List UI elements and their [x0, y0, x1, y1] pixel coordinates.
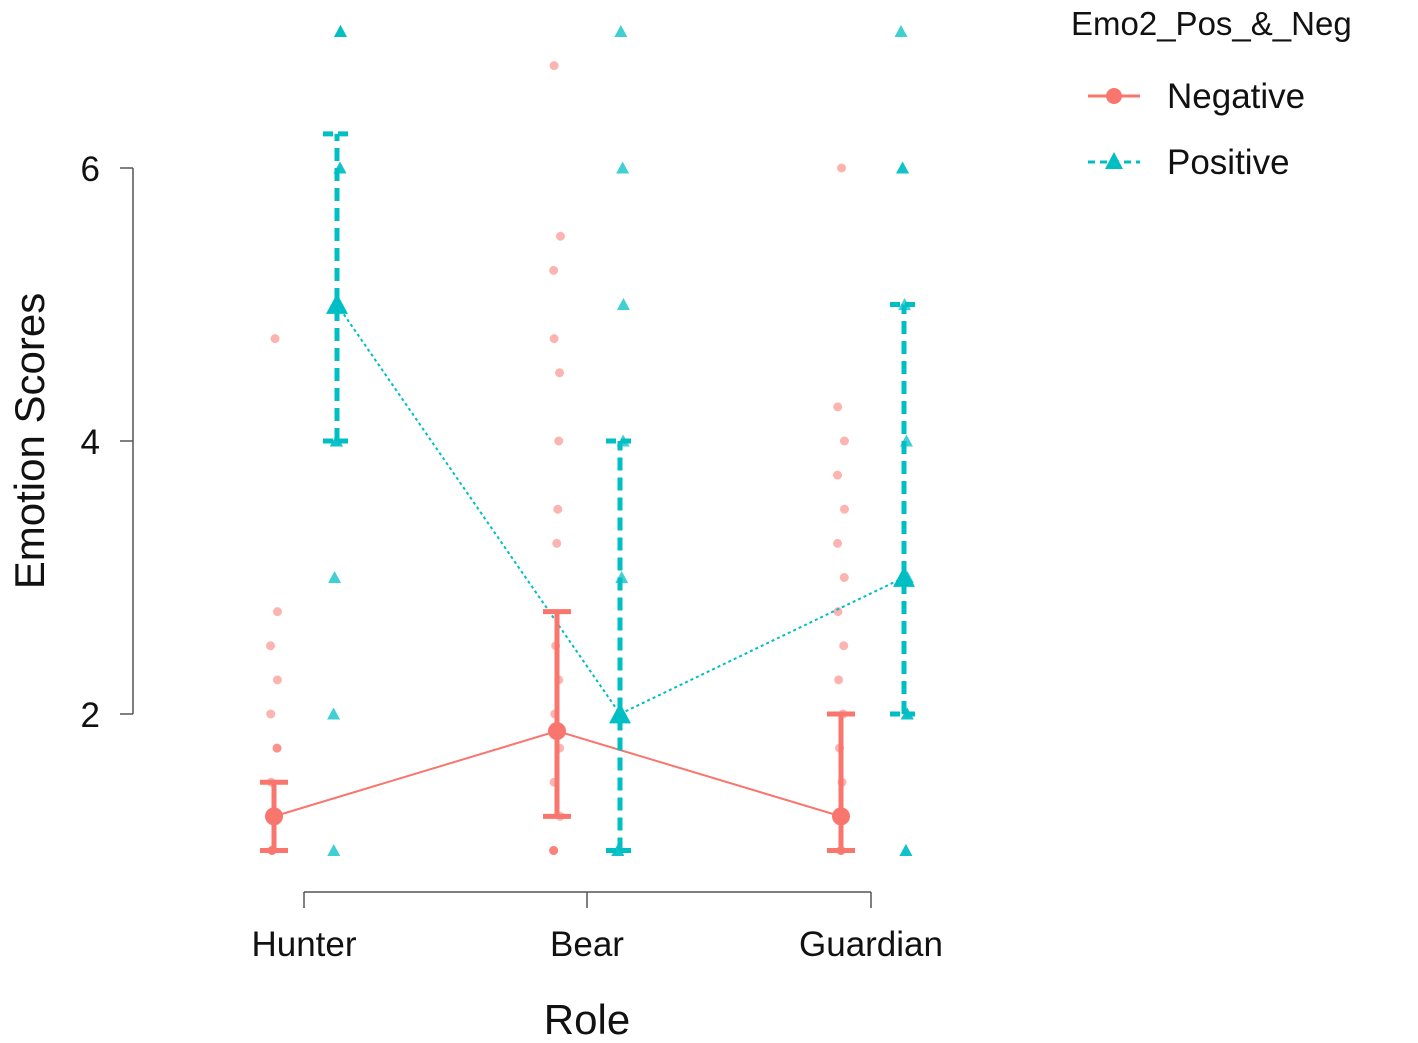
legend-title: Emo2_Pos_&_Neg: [1071, 5, 1352, 42]
raw-point-positive: [896, 161, 910, 174]
y-tick-label: 4: [81, 423, 100, 462]
mean-marker-negative: [265, 807, 283, 826]
x-tick-label: Bear: [550, 925, 624, 964]
raw-point-positive: [616, 298, 630, 311]
raw-point-negative: [272, 607, 282, 617]
raw-point-negative: [839, 573, 849, 582]
mean-marker-positive: [609, 703, 631, 724]
mean-markers-layer: [265, 293, 915, 826]
raw-point-negative: [549, 61, 559, 71]
raw-point-negative: [834, 675, 844, 685]
raw-point-negative: [554, 436, 564, 446]
y-tick-label: 2: [81, 696, 100, 735]
raw-point-negative: [833, 538, 843, 548]
raw-point-negative: [272, 675, 282, 685]
x-tick-label: Hunter: [251, 925, 356, 964]
raw-point-positive: [616, 161, 630, 174]
legend-key-positive-marker: [1105, 152, 1123, 169]
legend-label-negative: Negative: [1167, 77, 1305, 116]
raw-points-layer: [266, 25, 914, 857]
raw-point-negative: [839, 436, 849, 446]
x-axis-title: Role: [544, 996, 630, 1043]
raw-point-positive: [328, 571, 342, 584]
legend-key-negative-marker: [1106, 88, 1122, 104]
raw-point-negative: [549, 265, 559, 275]
raw-point-negative: [272, 743, 282, 753]
raw-point-negative: [549, 334, 559, 344]
raw-point-negative: [837, 163, 847, 173]
mean-marker-positive: [893, 566, 915, 587]
raw-point-positive: [327, 707, 341, 720]
raw-point-negative: [839, 641, 849, 651]
raw-point-negative: [833, 402, 843, 412]
raw-point-positive: [333, 25, 347, 38]
error-bars-layer: [260, 131, 918, 853]
raw-point-negative: [266, 641, 276, 651]
x-axis: Hunter Bear Guardian: [251, 891, 943, 964]
legend: Emo2_Pos_&_Neg Negative Positive: [1071, 5, 1352, 182]
raw-point-negative: [555, 368, 565, 378]
raw-point-positive: [898, 298, 912, 311]
raw-point-positive: [894, 25, 908, 38]
raw-point-negative: [266, 709, 276, 719]
raw-point-negative: [833, 607, 843, 617]
raw-point-positive: [899, 844, 913, 857]
mean-lines-layer: [273, 303, 905, 818]
raw-point-negative: [270, 334, 280, 344]
mean-marker-positive: [326, 293, 348, 314]
raw-point-negative: [549, 846, 559, 855]
y-axis: 2 4 6: [81, 150, 134, 735]
raw-point-negative: [552, 538, 562, 548]
y-axis-title: Emotion Scores: [6, 293, 53, 589]
raw-point-negative: [839, 504, 849, 514]
raw-point-positive: [327, 844, 341, 857]
x-tick-label: Guardian: [799, 925, 943, 964]
raw-point-positive: [614, 25, 628, 38]
raw-point-negative: [555, 231, 565, 241]
raw-point-negative: [553, 504, 563, 514]
y-tick-label: 6: [81, 150, 100, 189]
raw-point-negative: [833, 470, 843, 480]
legend-label-positive: Positive: [1167, 143, 1290, 182]
mean-marker-negative: [832, 807, 850, 826]
mean-marker-negative: [548, 722, 566, 741]
